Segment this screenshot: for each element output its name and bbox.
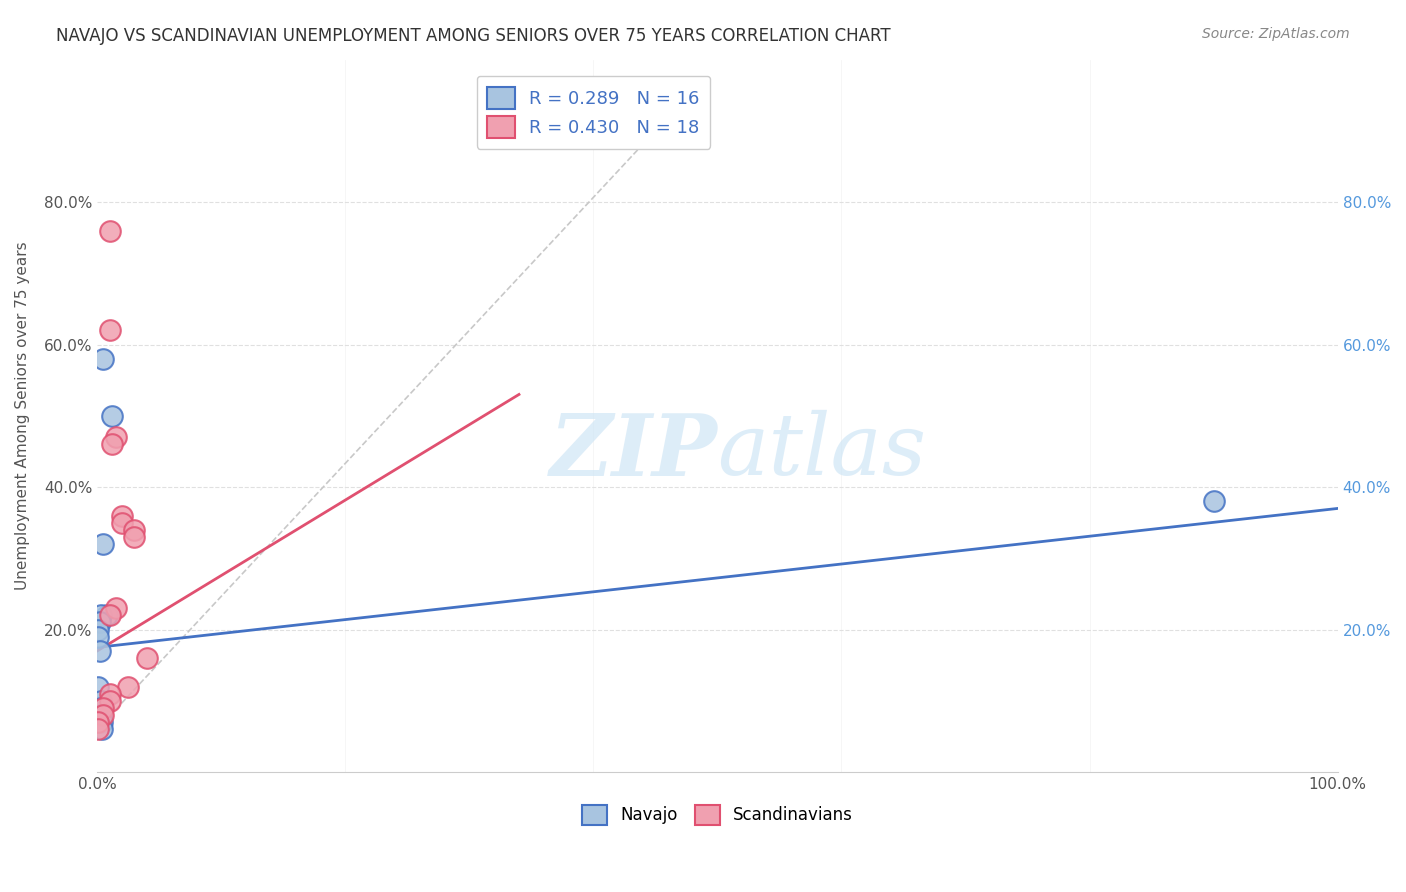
Point: [90, 608, 112, 623]
Point: [87, 680, 110, 694]
Point: [124, 523, 146, 537]
Point: [111, 516, 134, 530]
Point: [101, 409, 124, 423]
Point: [90, 708, 112, 723]
Point: [93, 537, 115, 551]
Point: [93, 701, 115, 715]
Y-axis label: Unemployment Among Seniors over 75 years: Unemployment Among Seniors over 75 years: [15, 242, 30, 591]
Point: [117, 680, 139, 694]
Point: [104, 430, 127, 444]
Point: [87, 723, 110, 737]
Point: [90, 701, 112, 715]
Point: [91, 723, 114, 737]
Point: [101, 437, 124, 451]
Point: [98, 323, 121, 337]
Text: Source: ZipAtlas.com: Source: ZipAtlas.com: [1202, 27, 1350, 41]
Point: [111, 508, 134, 523]
Point: [91, 715, 114, 730]
Point: [93, 708, 115, 723]
Point: [1202, 494, 1225, 508]
Point: [87, 630, 110, 644]
Text: atlas: atlas: [717, 410, 927, 492]
Point: [89, 615, 111, 630]
Text: NAVAJO VS SCANDINAVIAN UNEMPLOYMENT AMONG SENIORS OVER 75 YEARS CORRELATION CHAR: NAVAJO VS SCANDINAVIAN UNEMPLOYMENT AMON…: [56, 27, 891, 45]
Point: [96, 608, 118, 623]
Point: [104, 601, 127, 615]
Point: [89, 644, 111, 658]
Point: [124, 530, 146, 544]
Point: [90, 694, 112, 708]
Point: [98, 687, 121, 701]
Point: [93, 351, 115, 366]
Text: ZIP: ZIP: [550, 409, 717, 493]
Legend: Navajo, Scandinavians: Navajo, Scandinavians: [572, 795, 863, 835]
Point: [98, 694, 121, 708]
Point: [98, 608, 121, 623]
Point: [87, 623, 110, 637]
Point: [98, 224, 121, 238]
Point: [87, 715, 110, 730]
Point: [135, 651, 157, 665]
